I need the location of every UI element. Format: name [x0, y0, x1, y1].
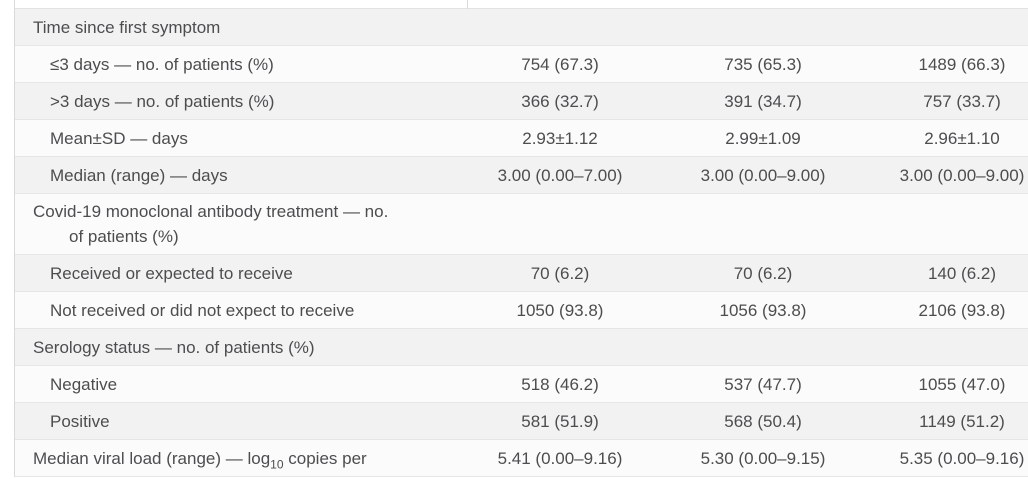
- section-header-row: Serology status — no. of patients (%): [15, 329, 1028, 366]
- value-col-3: 1149 (51.2): [919, 411, 1005, 431]
- value-col-1: 518 (46.2): [521, 374, 599, 394]
- value-col-2: 735 (65.3): [724, 54, 802, 74]
- value-col-3: 140 (6.2): [927, 263, 997, 283]
- row-label: Covid-19 monoclonal antibody treatment —…: [33, 202, 389, 246]
- value-col-1: 5.41 (0.00–9.16): [497, 448, 623, 468]
- table-row: Received or expected to receive 70 (6.2)…: [15, 255, 1028, 292]
- section-header-row: Covid-19 monoclonal antibody treatment —…: [15, 194, 1028, 255]
- row-label-text: copies per: [283, 448, 367, 468]
- value-col-2: 3.00 (0.00–9.00): [700, 165, 826, 185]
- table-row: >3 days — no. of patients (%) 366 (32.7)…: [15, 83, 1028, 120]
- table-row: Mean±SD — days 2.93±1.12 2.99±1.09 2.96±…: [15, 120, 1028, 157]
- row-label: Positive: [50, 411, 110, 431]
- table-row: ≤3 days — no. of patients (%) 754 (67.3)…: [15, 46, 1028, 83]
- value-col-3: 5.35 (0.00–9.16): [899, 448, 1025, 468]
- value-col-3: 1489 (66.3): [918, 54, 1006, 74]
- row-label: Not received or did not expect to receiv…: [50, 300, 355, 320]
- value-col-3: 757 (33.7): [923, 91, 1001, 111]
- value-col-3: 3.00 (0.00–9.00): [899, 165, 1025, 185]
- value-col-2: 5.30 (0.00–9.15): [700, 448, 826, 468]
- row-label: Received or expected to receive: [50, 263, 293, 283]
- baseline-characteristics-table: Time since first symptom ≤3 days — no. o…: [14, 0, 1028, 477]
- table-row: Negative 518 (46.2) 537 (47.7) 1055 (47.…: [15, 366, 1028, 403]
- table-row: Median (range) — days 3.00 (0.00–7.00) 3…: [15, 157, 1028, 194]
- value-col-3: 1055 (47.0): [918, 374, 1006, 394]
- value-col-3: 2.96±1.10: [924, 128, 1000, 148]
- value-col-1: 366 (32.7): [521, 91, 599, 111]
- table-top-partial-row: [15, 0, 1028, 9]
- value-col-2: 537 (47.7): [724, 374, 802, 394]
- row-label: ≤3 days — no. of patients (%): [50, 54, 274, 74]
- row-label: Negative: [50, 374, 118, 394]
- table-body: Time since first symptom ≤3 days — no. o…: [15, 9, 1028, 477]
- row-label: Mean±SD — days: [50, 128, 188, 148]
- table-row: Median viral load (range) — log10 copies…: [15, 440, 1028, 477]
- section-header-row: Time since first symptom: [15, 9, 1028, 46]
- row-label: >3 days — no. of patients (%): [50, 91, 275, 111]
- row-label-text: Median viral load (range) — log: [33, 448, 271, 468]
- value-col-1: 1050 (93.8): [516, 300, 604, 320]
- value-col-1: 70 (6.2): [530, 263, 590, 283]
- value-col-2: 70 (6.2): [733, 263, 793, 283]
- value-col-3: 2106 (93.8): [918, 300, 1006, 320]
- table-row: Not received or did not expect to receiv…: [15, 292, 1028, 329]
- value-col-2: 1056 (93.8): [719, 300, 807, 320]
- row-label: Time since first symptom: [33, 17, 221, 37]
- value-col-2: 2.99±1.09: [725, 128, 801, 148]
- table-row: Positive 581 (51.9) 568 (50.4) 1149 (51.…: [15, 403, 1028, 440]
- value-col-2: 568 (50.4): [724, 411, 802, 431]
- row-label: Median viral load (range) — log10 copies…: [15, 446, 471, 471]
- column-divider-line: [467, 0, 468, 9]
- value-col-1: 581 (51.9): [521, 411, 599, 431]
- value-col-2: 391 (34.7): [724, 91, 802, 111]
- row-label: Median (range) — days: [50, 165, 228, 185]
- value-col-1: 3.00 (0.00–7.00): [497, 165, 623, 185]
- value-col-1: 2.93±1.12: [522, 128, 598, 148]
- row-label-subscript: 10: [270, 456, 284, 471]
- value-col-1: 754 (67.3): [521, 54, 599, 74]
- row-label: Serology status — no. of patients (%): [33, 337, 315, 357]
